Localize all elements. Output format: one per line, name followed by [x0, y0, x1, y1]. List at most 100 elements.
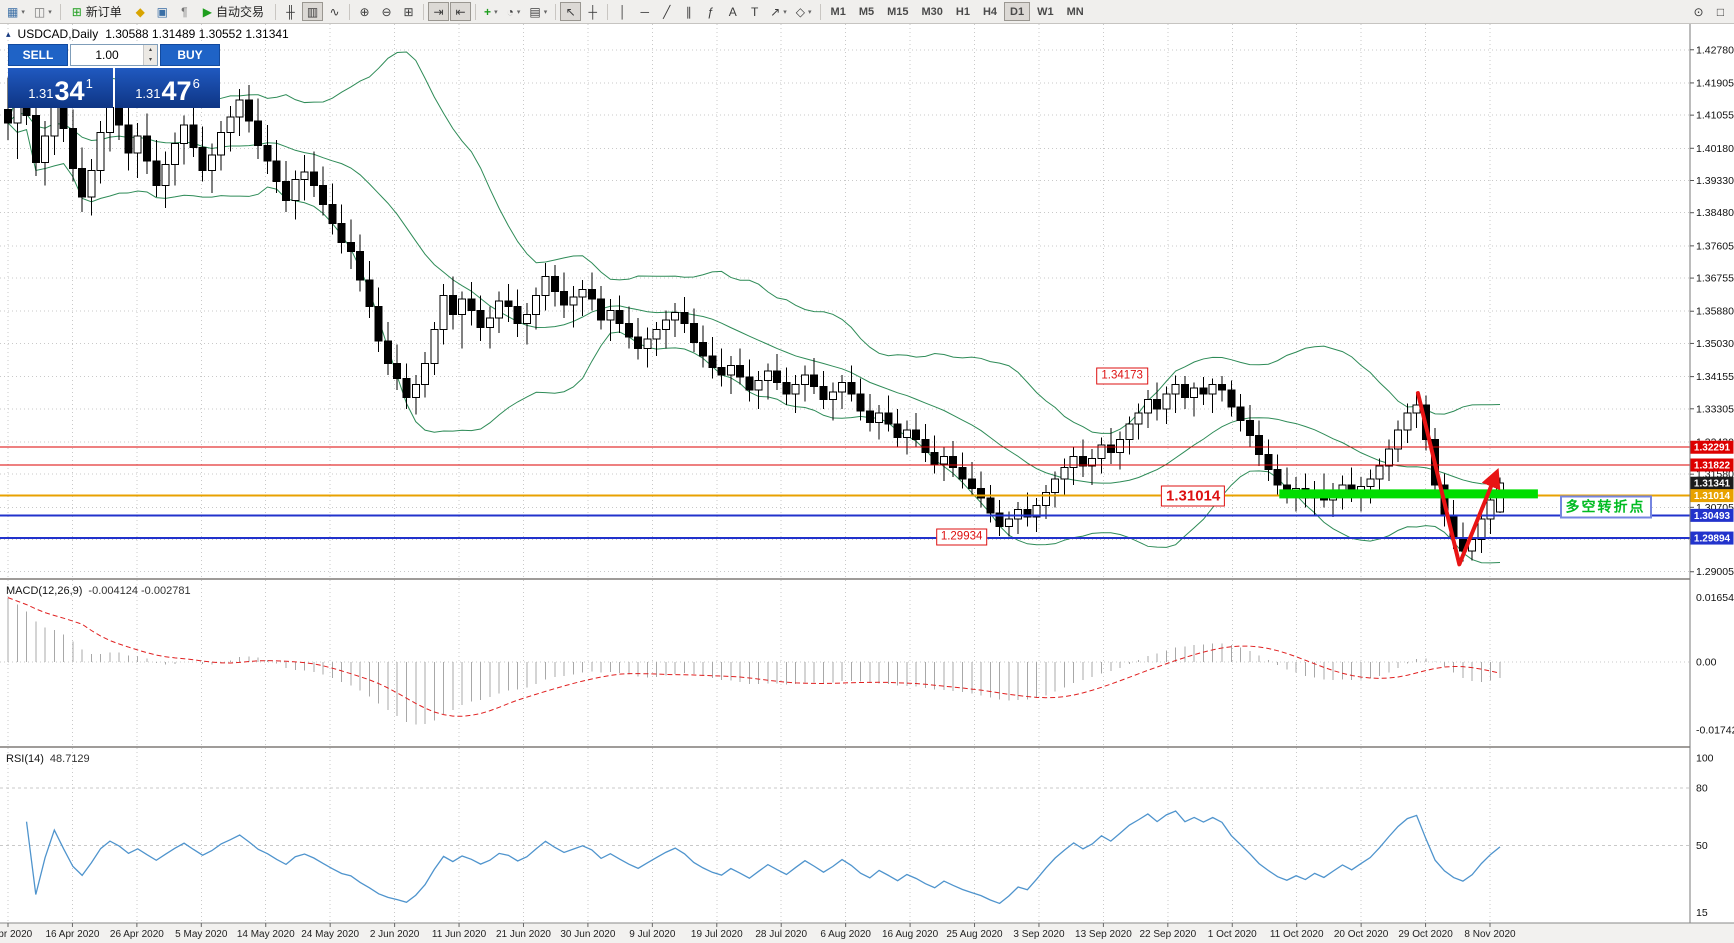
search-button[interactable]: ⊙: [1688, 2, 1709, 21]
zoom-out-button[interactable]: ⊖: [376, 2, 397, 21]
candle-body: [597, 298, 606, 321]
sell-button[interactable]: SELL: [8, 44, 68, 66]
crosshair-button[interactable]: ┼: [582, 2, 603, 21]
periods-icon: ◔: [506, 4, 514, 19]
fibonacci-button[interactable]: ƒ: [700, 2, 721, 21]
channel-button[interactable]: ∥: [678, 2, 699, 21]
autotrade-label: 自动交易: [216, 5, 265, 19]
timeframe-button-m1[interactable]: M1: [825, 2, 852, 21]
new-chart-button[interactable]: ▦ ▾: [3, 2, 29, 21]
chart-shift-button[interactable]: ⇤: [450, 2, 472, 21]
new-chart-icon: ▦: [7, 4, 19, 19]
buy-price-display[interactable]: 1.31 47 6: [115, 68, 220, 108]
vertical-line-button[interactable]: │: [612, 2, 633, 21]
news-button[interactable]: ¶: [174, 2, 195, 21]
candle-body: [893, 423, 902, 438]
candle-body: [1403, 412, 1412, 431]
dropdown-icon: ▾: [48, 8, 52, 16]
candle-body: [782, 381, 791, 395]
bar-chart-button[interactable]: ╫: [280, 2, 301, 21]
macd-values: -0.004124 -0.002781: [88, 585, 191, 597]
indicators-button[interactable]: + ▾: [480, 2, 502, 21]
candlestick-chart-icon: ▥: [306, 4, 319, 19]
x-axis-label: 20 Oct 2020: [1334, 929, 1389, 940]
new-order-button[interactable]: ⊞ 新订单: [65, 2, 129, 21]
candle-body: [1375, 465, 1384, 480]
alerts-button[interactable]: ◆: [130, 2, 151, 21]
mailbox-button[interactable]: ▣: [152, 2, 173, 21]
candle-body: [800, 374, 809, 385]
timeframe-button-mn[interactable]: MN: [1061, 2, 1090, 21]
shapes-button[interactable]: ◇ ▾: [792, 2, 816, 21]
annotation-low-price[interactable]: 1.29934: [935, 528, 988, 546]
candle-body: [1384, 448, 1393, 467]
annotation-turning-point[interactable]: 多空转折点: [1559, 495, 1652, 519]
profiles-button[interactable]: ◫ ▾: [30, 2, 56, 21]
annotation-high-price[interactable]: 1.34173: [1096, 367, 1148, 385]
pane-separator[interactable]: [0, 578, 1734, 580]
arrows-icon: ↗: [770, 4, 781, 19]
main-toolbar: ▦ ▾ ◫ ▾ ⊞ 新订单 ◆ ▣ ¶ ▶ 自动交易 ╫ ▥ ∿ ⊕ ⊖ ⊞ ⇥ ⇤ +…: [0, 0, 1734, 24]
timeframe-button-h1[interactable]: H1: [950, 2, 976, 21]
buy-price-pips: 47: [161, 76, 192, 107]
lot-increase-button[interactable]: ▴: [144, 45, 157, 55]
tile-windows-button[interactable]: ⊞: [398, 2, 419, 21]
candle-body: [661, 319, 670, 330]
symbol-period-label: USDCAD,Daily: [17, 27, 99, 41]
chart-background: [0, 23, 1734, 943]
bar-chart-icon: ╫: [286, 4, 295, 19]
candle-body: [1153, 399, 1162, 410]
candle-body: [902, 429, 911, 438]
trendline-button[interactable]: ╱: [656, 2, 677, 21]
line-chart-icon: ∿: [329, 4, 340, 19]
periods-button[interactable]: ◔ ▾: [503, 2, 525, 21]
alerts-icon: ◆: [135, 4, 145, 19]
autotrade-button[interactable]: ▶ 自动交易: [196, 2, 271, 21]
timeframe-button-m30[interactable]: M30: [916, 2, 949, 21]
sell-price-display[interactable]: 1.31 34 1: [8, 68, 113, 108]
x-axis-label: 29 Oct 2020: [1398, 929, 1453, 940]
lot-input[interactable]: [71, 45, 143, 65]
window-list-button[interactable]: □: [1710, 2, 1731, 21]
candle-body: [78, 167, 87, 198]
candle-body: [689, 323, 698, 344]
collapse-panel-icon[interactable]: ▴: [6, 28, 11, 39]
candle-body: [383, 340, 392, 365]
lot-decrease-button[interactable]: ▾: [144, 55, 157, 65]
cursor-button[interactable]: ↖: [560, 2, 582, 21]
timeframe-button-w1[interactable]: W1: [1031, 2, 1060, 21]
candlestick-chart-button[interactable]: ▥: [302, 2, 324, 21]
price-marker-label: 1.31014: [1694, 491, 1731, 502]
y-axis-label: 1.34155: [1696, 371, 1734, 383]
zoom-in-button[interactable]: ⊕: [354, 2, 375, 21]
timeframe-button-d1[interactable]: D1: [1004, 2, 1031, 21]
time-axis[interactable]: [0, 923, 1734, 943]
x-axis-label: 25 Aug 2020: [946, 929, 1003, 940]
annotation-support-price[interactable]: 1.31014: [1161, 485, 1226, 507]
candle-body: [1060, 467, 1069, 480]
text-button[interactable]: A: [722, 2, 743, 21]
candle-body: [652, 328, 661, 340]
timeframe-button-h4[interactable]: H4: [977, 2, 1003, 21]
support-zone-band[interactable]: [1279, 489, 1538, 499]
timeframe-button-m15[interactable]: M15: [881, 2, 914, 21]
level-lines-layer[interactable]: [0, 446, 1690, 540]
arrows-button[interactable]: ↗ ▾: [766, 2, 791, 21]
search-icon: ⊙: [1693, 4, 1704, 19]
x-axis-label: 16 Aug 2020: [882, 929, 939, 940]
timeframe-button-m5[interactable]: M5: [853, 2, 880, 21]
sell-price-base: 1.31: [28, 86, 54, 101]
candle-body: [365, 279, 374, 308]
line-chart-button[interactable]: ∿: [324, 2, 345, 21]
template-button[interactable]: ▤ ▾: [525, 2, 551, 21]
text-label-button[interactable]: T: [744, 2, 765, 21]
pane-separator[interactable]: [0, 746, 1734, 748]
candle-body: [439, 294, 448, 330]
trend-arrow[interactable]: [1415, 391, 1501, 567]
candle-body: [1217, 383, 1226, 391]
auto-scroll-button[interactable]: ⇥: [428, 2, 450, 21]
buy-button[interactable]: BUY: [160, 44, 220, 66]
horizontal-line-button[interactable]: ─: [634, 2, 655, 21]
candle-body: [1116, 438, 1125, 454]
